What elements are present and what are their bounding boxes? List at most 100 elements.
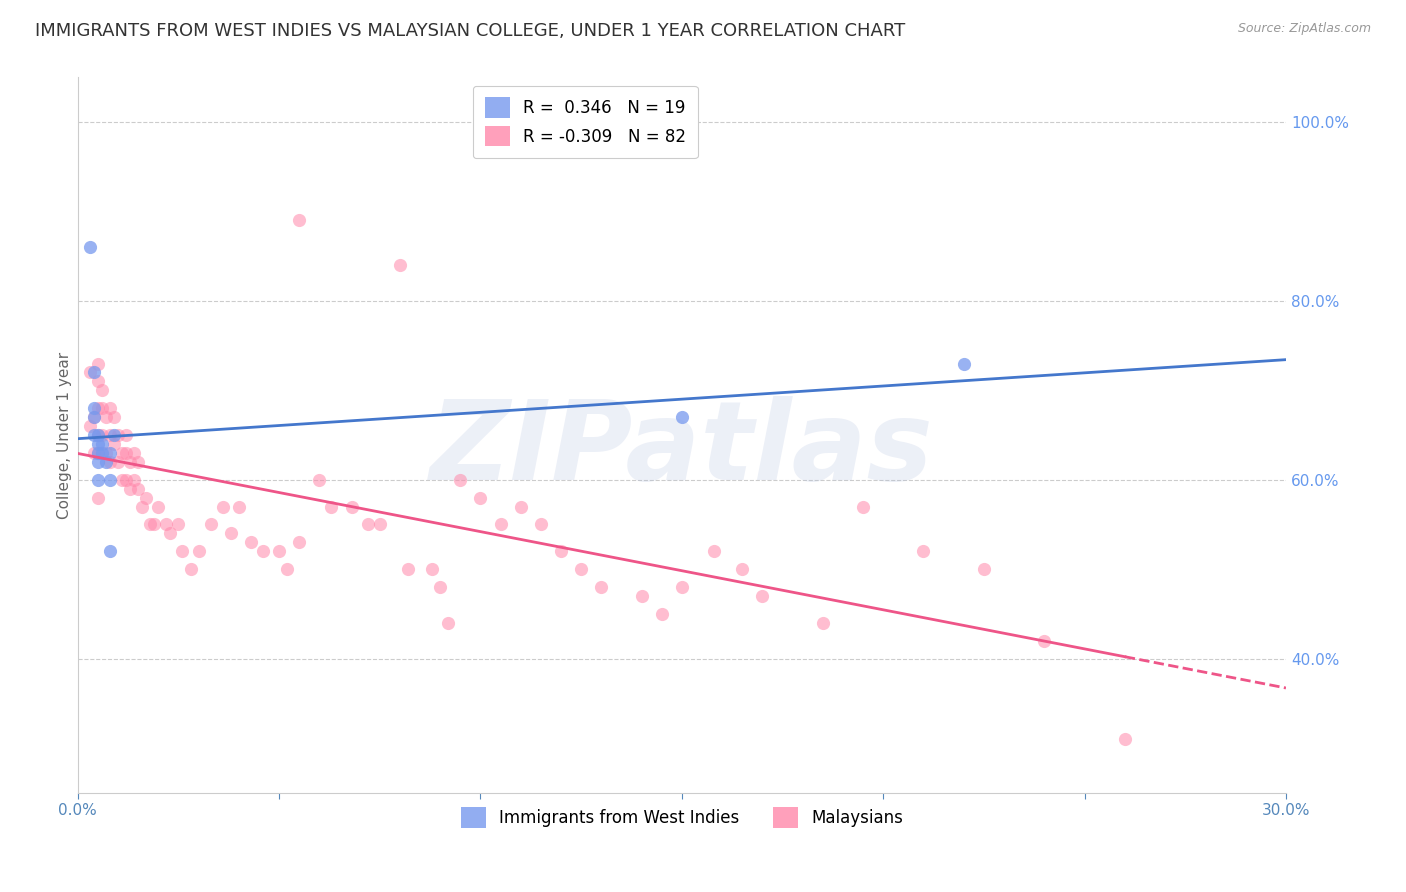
Point xyxy=(211,500,233,514)
Text: IMMIGRANTS FROM WEST INDIES VS MALAYSIAN COLLEGE, UNDER 1 YEAR CORRELATION CHART: IMMIGRANTS FROM WEST INDIES VS MALAYSIAN… xyxy=(35,22,905,40)
Point xyxy=(79,366,101,380)
Point xyxy=(751,589,773,603)
Point xyxy=(87,437,110,451)
Point xyxy=(912,544,935,558)
Point xyxy=(470,491,492,505)
Point xyxy=(340,500,363,514)
Point xyxy=(111,446,134,460)
Point xyxy=(103,428,125,442)
Point xyxy=(550,544,572,558)
Point xyxy=(98,428,121,442)
Point xyxy=(87,428,110,442)
Point xyxy=(98,455,121,469)
Point xyxy=(115,428,138,442)
Point xyxy=(90,428,112,442)
Point xyxy=(83,366,105,380)
Point xyxy=(591,580,613,594)
Point xyxy=(357,517,380,532)
Point xyxy=(489,517,512,532)
Point xyxy=(437,615,460,630)
Point xyxy=(98,473,121,487)
Point xyxy=(135,491,157,505)
Point xyxy=(569,562,592,576)
Point xyxy=(155,517,177,532)
Point xyxy=(308,473,330,487)
Point xyxy=(651,607,673,621)
Point xyxy=(388,258,411,272)
Point xyxy=(98,401,121,416)
Point xyxy=(79,419,101,434)
Point xyxy=(321,500,343,514)
Point xyxy=(87,455,110,469)
Point xyxy=(107,428,129,442)
Point xyxy=(127,455,149,469)
Point xyxy=(122,446,145,460)
Point xyxy=(630,589,652,603)
Point xyxy=(368,517,391,532)
Point xyxy=(87,375,110,389)
Point xyxy=(671,410,693,425)
Point xyxy=(115,473,138,487)
Point xyxy=(671,580,693,594)
Point xyxy=(703,544,725,558)
Point xyxy=(83,446,105,460)
Point xyxy=(420,562,443,576)
Point xyxy=(90,437,112,451)
Point xyxy=(276,562,298,576)
Point xyxy=(87,428,110,442)
Point xyxy=(143,517,166,532)
Point xyxy=(120,455,142,469)
Text: Source: ZipAtlas.com: Source: ZipAtlas.com xyxy=(1237,22,1371,36)
Point xyxy=(83,410,105,425)
Point xyxy=(148,500,170,514)
Point xyxy=(83,410,105,425)
Point xyxy=(98,544,121,558)
Point xyxy=(127,482,149,496)
Point xyxy=(87,357,110,371)
Point xyxy=(509,500,531,514)
Point xyxy=(83,428,105,442)
Text: ZIPatlas: ZIPatlas xyxy=(430,396,934,503)
Point xyxy=(239,535,262,549)
Point xyxy=(179,562,201,576)
Legend: Immigrants from West Indies, Malaysians: Immigrants from West Indies, Malaysians xyxy=(454,801,910,834)
Point xyxy=(159,526,181,541)
Point xyxy=(107,455,129,469)
Point xyxy=(973,562,995,576)
Point xyxy=(139,517,162,532)
Point xyxy=(90,401,112,416)
Point xyxy=(79,240,101,254)
Point xyxy=(90,446,112,460)
Point xyxy=(87,401,110,416)
Point xyxy=(103,410,125,425)
Point xyxy=(131,500,153,514)
Point xyxy=(187,544,209,558)
Point xyxy=(87,446,110,460)
Point xyxy=(83,401,105,416)
Point xyxy=(449,473,471,487)
Point xyxy=(90,384,112,398)
Point xyxy=(228,500,250,514)
Point xyxy=(87,491,110,505)
Point xyxy=(115,446,138,460)
Point xyxy=(94,410,117,425)
Point xyxy=(87,446,110,460)
Point xyxy=(172,544,194,558)
Point xyxy=(852,500,875,514)
Point xyxy=(87,473,110,487)
Point xyxy=(396,562,419,576)
Point xyxy=(952,357,974,371)
Point xyxy=(1033,633,1056,648)
Point xyxy=(1114,731,1136,746)
Point xyxy=(252,544,274,558)
Point xyxy=(219,526,242,541)
Point xyxy=(103,437,125,451)
Point xyxy=(94,446,117,460)
Point xyxy=(269,544,291,558)
Point xyxy=(98,446,121,460)
Point xyxy=(122,473,145,487)
Point xyxy=(200,517,222,532)
Y-axis label: College, Under 1 year: College, Under 1 year xyxy=(58,351,72,518)
Point xyxy=(167,517,190,532)
Point xyxy=(288,535,311,549)
